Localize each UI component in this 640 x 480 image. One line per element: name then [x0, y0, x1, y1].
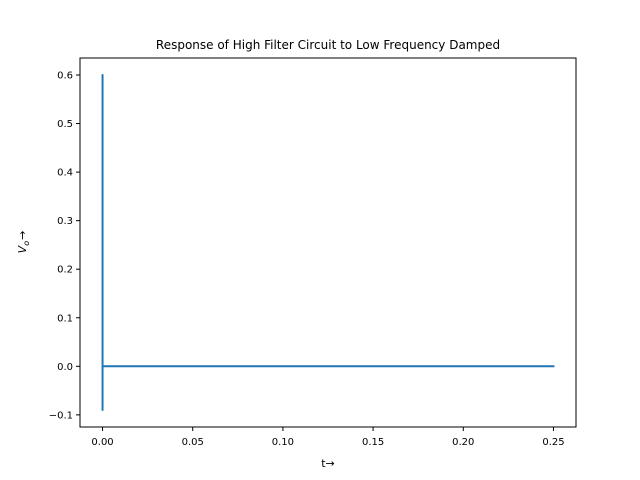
y-tick-label: 0.5 — [57, 119, 73, 130]
x-tick-label: 0.25 — [542, 437, 564, 448]
axes-frame — [79, 57, 577, 428]
y-axis-label-main: V — [16, 244, 29, 253]
y-tick-label: 0.3 — [57, 216, 73, 227]
x-tick-label: 0.00 — [91, 437, 113, 448]
series-line-0 — [101, 73, 555, 412]
plot-lines — [101, 73, 555, 412]
y-tick-label: −0.1 — [49, 410, 73, 421]
y-tick-label: 0.6 — [57, 70, 73, 81]
y-tick-label: 0.4 — [57, 168, 73, 179]
chart-title: Response of High Filter Circuit to Low F… — [156, 38, 500, 52]
y-tick-label: 0.2 — [57, 265, 73, 276]
y-axis-label-arrow: → — [16, 231, 29, 240]
x-tick-label: 0.05 — [182, 437, 204, 448]
x-axis-label: t→ — [321, 457, 335, 470]
y-tick-label: 0.0 — [57, 362, 73, 373]
x-tick-label: 0.10 — [272, 437, 294, 448]
y-axis-label-sub: o — [22, 241, 31, 246]
x-tick-label: 0.20 — [452, 437, 474, 448]
y-tick-label: 0.1 — [57, 313, 73, 324]
y-ticks: −0.1 0.0 0.1 0.2 0.3 0.4 0.5 0.6 — [49, 70, 80, 421]
x-tick-label: 0.15 — [362, 437, 384, 448]
y-axis-label: Vo→ — [16, 231, 31, 254]
x-ticks: 0.00 0.05 0.10 0.15 0.20 0.25 — [91, 427, 565, 448]
